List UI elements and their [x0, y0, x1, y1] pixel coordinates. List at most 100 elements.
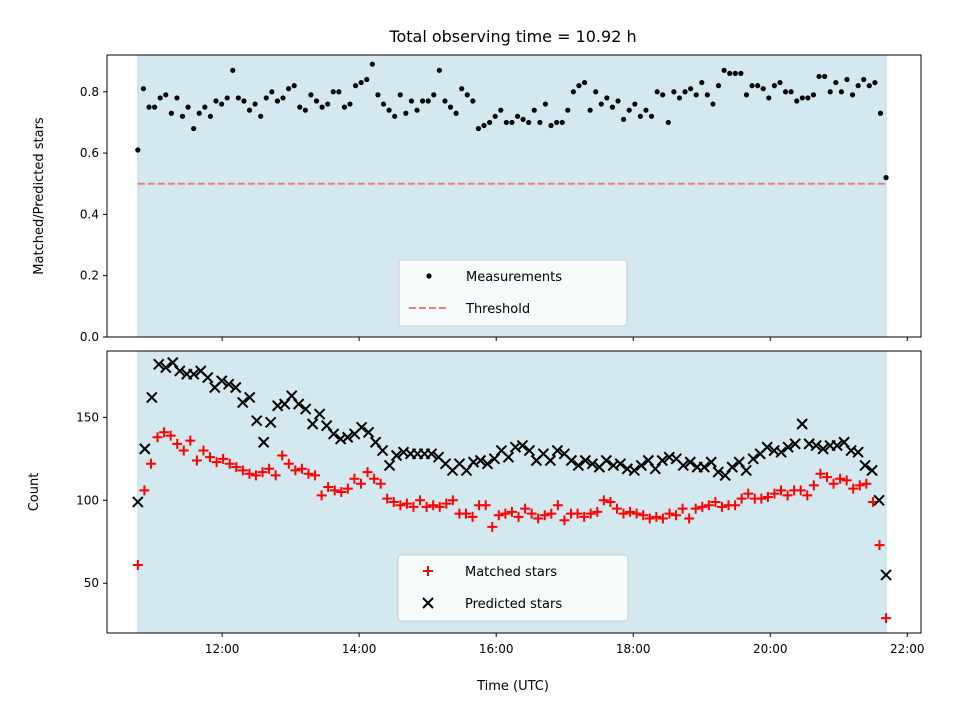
x-tick-label: 22:00 — [890, 642, 925, 656]
data-point — [168, 110, 174, 116]
data-point — [576, 83, 582, 89]
data-point — [643, 107, 649, 113]
data-point — [605, 496, 616, 507]
data-point — [291, 83, 297, 89]
data-point — [258, 113, 264, 119]
data-point — [257, 436, 270, 448]
data-point — [447, 495, 458, 506]
data-point — [715, 83, 722, 89]
data-point — [481, 458, 494, 470]
data-point — [526, 119, 532, 126]
data-point — [796, 418, 808, 430]
data-point — [866, 464, 878, 477]
data-point — [579, 454, 592, 467]
data-point — [165, 430, 176, 441]
data-point — [269, 89, 275, 95]
data-point — [415, 495, 426, 506]
data-point — [213, 98, 219, 104]
data-point — [684, 456, 696, 468]
data-point — [352, 83, 359, 89]
data-point — [327, 428, 340, 440]
data-point — [572, 459, 585, 472]
data-point — [264, 463, 275, 474]
data-point — [382, 493, 393, 504]
data-point — [614, 458, 627, 470]
data-point — [362, 426, 375, 438]
data-point — [475, 125, 482, 132]
data-point — [464, 92, 470, 98]
data-point — [730, 500, 741, 511]
data-point — [777, 79, 783, 86]
data-point — [795, 485, 806, 496]
data-point — [789, 438, 801, 450]
data-point — [581, 79, 588, 86]
data-point — [218, 453, 229, 464]
data-point — [802, 490, 813, 501]
data-point — [237, 396, 249, 409]
data-point — [585, 508, 596, 519]
data-point — [474, 454, 487, 467]
data-point — [815, 468, 826, 479]
data-point — [241, 98, 247, 104]
data-point — [598, 495, 609, 506]
data-point — [738, 70, 744, 76]
data-point — [565, 454, 578, 467]
data-point — [593, 89, 599, 95]
data-point — [771, 83, 777, 89]
data-point — [828, 478, 839, 489]
data-point — [380, 101, 387, 107]
data-point — [480, 500, 491, 511]
data-point — [817, 443, 829, 455]
data-point — [542, 101, 549, 107]
data-point — [849, 92, 856, 98]
data-point — [769, 488, 780, 499]
data-point — [703, 500, 714, 511]
data-point — [677, 503, 688, 514]
data-point — [386, 107, 392, 113]
series-predicted-stars — [132, 356, 892, 581]
data-point — [392, 113, 398, 119]
data-point — [263, 95, 269, 101]
data-point — [716, 501, 727, 512]
data-point — [761, 441, 773, 453]
data-point — [690, 503, 701, 514]
data-point — [648, 113, 655, 119]
data-point — [313, 98, 320, 104]
data-point — [461, 508, 472, 519]
y-tick-label: 150 — [76, 410, 99, 424]
data-point — [329, 485, 340, 496]
x-tick-label: 20:00 — [753, 642, 788, 656]
data-point — [408, 98, 415, 104]
data-point — [710, 101, 716, 107]
data-point — [621, 116, 627, 122]
data-point — [651, 511, 662, 522]
data-point — [231, 462, 242, 473]
data-point — [139, 485, 150, 496]
data-point — [185, 435, 196, 446]
data-point — [500, 508, 511, 519]
data-point — [355, 478, 366, 489]
data-point — [163, 92, 169, 98]
y-axis-label: Count — [27, 473, 42, 512]
data-point — [230, 381, 242, 394]
y-tick-label: 0.6 — [80, 146, 99, 160]
data-point — [376, 444, 389, 457]
legend-label: Threshold — [465, 302, 530, 317]
data-point — [425, 98, 431, 104]
data-point — [316, 490, 327, 501]
legend-label: Matched stars — [465, 565, 557, 580]
data-point — [159, 427, 170, 438]
data-point — [533, 513, 544, 524]
data-point — [684, 513, 695, 524]
data-point — [493, 510, 504, 521]
data-point — [810, 439, 822, 452]
data-point — [677, 459, 689, 472]
data-point — [776, 485, 787, 496]
data-point — [600, 454, 613, 467]
data-point — [230, 67, 236, 73]
data-point — [185, 104, 191, 110]
data-point — [821, 472, 832, 483]
data-point — [132, 496, 144, 508]
data-point — [766, 95, 772, 101]
data-point — [833, 79, 839, 86]
